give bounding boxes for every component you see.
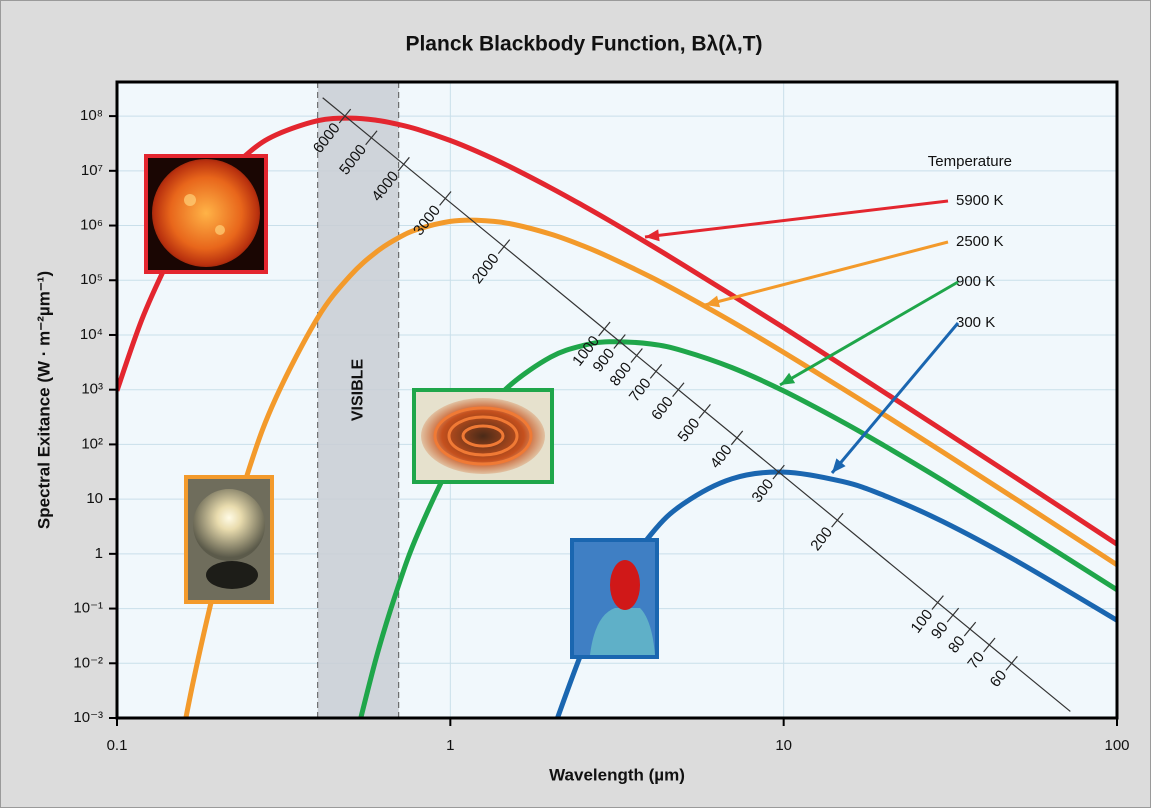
y-tick-label: 10⁷ — [81, 162, 103, 179]
legend-label: 5900 K — [956, 192, 1004, 209]
coil-photo — [414, 390, 552, 482]
bulb-photo — [186, 477, 272, 602]
chart-title: Planck Blackbody Function, Bλ(λ,T) — [405, 33, 762, 56]
y-tick-label: 10² — [81, 435, 103, 452]
y-tick-label: 10⁴ — [80, 326, 103, 343]
y-tick-label: 10⁻³ — [73, 709, 103, 726]
sun-photo — [146, 156, 266, 272]
chart: VISIBLE 60005000400030002000100090080070… — [0, 0, 1151, 808]
x-tick-label: 1 — [446, 737, 454, 754]
y-tick-label: 10⁶ — [80, 217, 103, 234]
legend-title: Temperature — [928, 153, 1012, 170]
y-tick-label: 10⁵ — [80, 271, 103, 288]
legend-label: 900 K — [956, 273, 995, 290]
y-tick-label: 10 — [86, 490, 103, 507]
x-tick-label: 10 — [775, 737, 792, 754]
visible-label: VISIBLE — [349, 359, 366, 422]
y-axis-label: Spectral Exitance (W · m⁻²µm⁻¹) — [34, 271, 53, 529]
thermal-photo — [572, 540, 657, 657]
y-tick-label: 10⁻¹ — [73, 600, 103, 617]
y-tick-label: 1 — [95, 545, 103, 562]
x-tick-label: 100 — [1104, 737, 1129, 754]
y-tick-label: 10⁸ — [80, 107, 103, 124]
x-axis-label: Wavelength (µm) — [549, 765, 685, 784]
x-tick-label: 0.1 — [107, 737, 128, 754]
legend-label: 300 K — [956, 314, 995, 331]
y-tick-label: 10⁻² — [73, 654, 103, 671]
y-tick-label: 10³ — [81, 381, 103, 398]
legend-label: 2500 K — [956, 233, 1004, 250]
